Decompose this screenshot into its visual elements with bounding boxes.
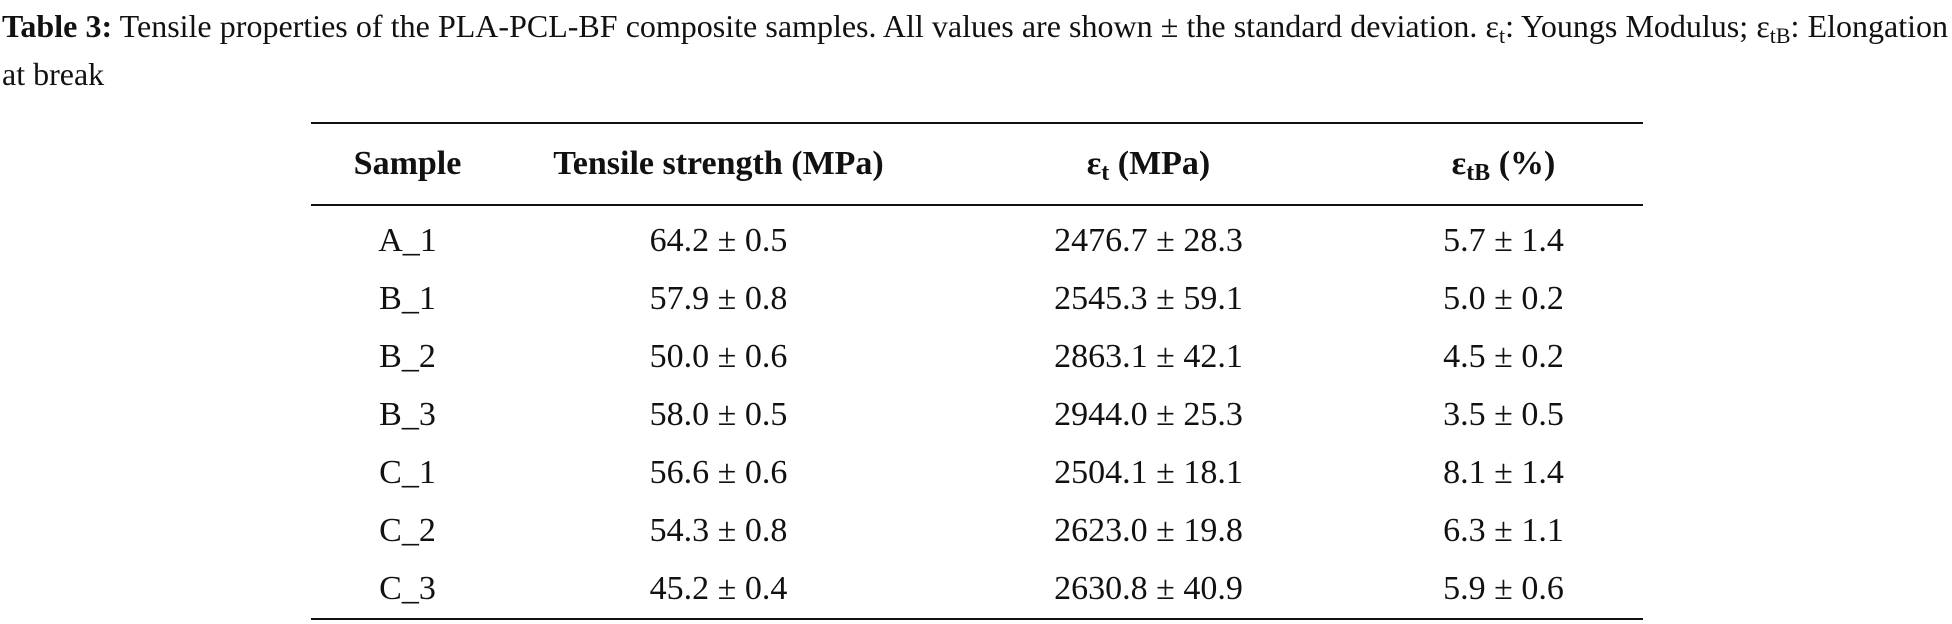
cell-youngs-modulus: 2504.1 ± 18.1 bbox=[1054, 454, 1243, 491]
header-modulus-unit: (MPa) bbox=[1109, 145, 1211, 182]
table-row: C_1 56.6 ± 0.6 2504.1 ± 18.1 8.1 ± 1.4 bbox=[311, 444, 1643, 502]
cell-sample: B_3 bbox=[379, 396, 436, 433]
header-sample: Sample bbox=[353, 145, 462, 182]
cell-elongation: 5.9 ± 0.6 bbox=[1443, 570, 1564, 607]
cell-youngs-modulus: 2630.8 ± 40.9 bbox=[1054, 570, 1243, 607]
cell-tensile-strength: 57.9 ± 0.8 bbox=[649, 280, 788, 317]
cell-tensile-strength: 64.2 ± 0.5 bbox=[649, 222, 788, 259]
cell-sample: B_2 bbox=[379, 338, 436, 375]
caption-definition-elongation: : Elongation at break bbox=[2, 8, 1949, 92]
table-row: C_3 45.2 ± 0.4 2630.8 ± 40.9 5.9 ± 0.6 bbox=[311, 560, 1643, 619]
cell-elongation: 8.1 ± 1.4 bbox=[1443, 454, 1564, 491]
header-elongation: εtB (%) bbox=[1364, 123, 1643, 205]
header-elongation-subscript: tB bbox=[1466, 160, 1491, 186]
table-row: A_1 64.2 ± 0.5 2476.7 ± 28.3 5.7 ± 1.4 bbox=[311, 205, 1643, 270]
table-header: Sample Tensile strength (MPa) εt (MPa) ε… bbox=[311, 123, 1643, 205]
caption-subscript-elongation: tB bbox=[1769, 23, 1791, 48]
cell-sample: A_1 bbox=[378, 222, 437, 259]
tensile-properties-table: Sample Tensile strength (MPa) εt (MPa) ε… bbox=[311, 122, 1643, 620]
table-row: B_1 57.9 ± 0.8 2545.3 ± 59.1 5.0 ± 0.2 bbox=[311, 270, 1643, 328]
header-tensile-strength: Tensile strength (MPa) bbox=[553, 145, 884, 182]
caption-label: Table 3: bbox=[2, 8, 113, 44]
caption-symbol-modulus: ε bbox=[1485, 8, 1499, 44]
cell-youngs-modulus: 2476.7 ± 28.3 bbox=[1054, 222, 1243, 259]
cell-sample: B_1 bbox=[379, 280, 436, 317]
table-row: C_2 54.3 ± 0.8 2623.0 ± 19.8 6.3 ± 1.1 bbox=[311, 502, 1643, 560]
table-caption: Table 3: Tensile properties of the PLA-P… bbox=[2, 2, 1948, 98]
cell-elongation: 3.5 ± 0.5 bbox=[1443, 396, 1564, 433]
cell-tensile-strength: 45.2 ± 0.4 bbox=[649, 570, 788, 607]
caption-text: Tensile properties of the PLA-PCL-BF com… bbox=[112, 8, 1486, 44]
cell-sample: C_1 bbox=[379, 454, 436, 491]
cell-tensile-strength: 58.0 ± 0.5 bbox=[649, 396, 788, 433]
cell-sample: C_2 bbox=[379, 512, 436, 549]
cell-elongation: 4.5 ± 0.2 bbox=[1443, 338, 1564, 375]
cell-sample: C_3 bbox=[379, 570, 436, 607]
cell-elongation: 5.7 ± 1.4 bbox=[1443, 222, 1564, 259]
cell-tensile-strength: 54.3 ± 0.8 bbox=[649, 512, 788, 549]
table-body: A_1 64.2 ± 0.5 2476.7 ± 28.3 5.7 ± 1.4 B… bbox=[311, 205, 1643, 619]
cell-tensile-strength: 56.6 ± 0.6 bbox=[649, 454, 788, 491]
cell-youngs-modulus: 2545.3 ± 59.1 bbox=[1054, 280, 1243, 317]
cell-youngs-modulus: 2863.1 ± 42.1 bbox=[1054, 338, 1243, 375]
table-container: Sample Tensile strength (MPa) εt (MPa) ε… bbox=[311, 122, 1643, 620]
cell-elongation: 5.0 ± 0.2 bbox=[1443, 280, 1564, 317]
cell-youngs-modulus: 2623.0 ± 19.8 bbox=[1054, 512, 1243, 549]
caption-symbol-elongation: ε bbox=[1756, 8, 1770, 44]
header-elongation-symbol: ε bbox=[1451, 145, 1467, 182]
caption-subscript-modulus: t bbox=[1498, 23, 1506, 48]
header-row: Sample Tensile strength (MPa) εt (MPa) ε… bbox=[311, 123, 1643, 205]
header-modulus-subscript: t bbox=[1101, 160, 1110, 186]
table-row: B_2 50.0 ± 0.6 2863.1 ± 42.1 4.5 ± 0.2 bbox=[311, 328, 1643, 386]
caption-definition-modulus: : Youngs Modulus; bbox=[1505, 8, 1757, 44]
header-modulus-symbol: ε bbox=[1086, 145, 1102, 182]
cell-elongation: 6.3 ± 1.1 bbox=[1443, 512, 1564, 549]
table-row: B_3 58.0 ± 0.5 2944.0 ± 25.3 3.5 ± 0.5 bbox=[311, 386, 1643, 444]
header-elongation-unit: (%) bbox=[1490, 145, 1556, 182]
cell-tensile-strength: 50.0 ± 0.6 bbox=[649, 338, 788, 375]
cell-youngs-modulus: 2944.0 ± 25.3 bbox=[1054, 396, 1243, 433]
header-youngs-modulus: εt (MPa) bbox=[933, 123, 1364, 205]
